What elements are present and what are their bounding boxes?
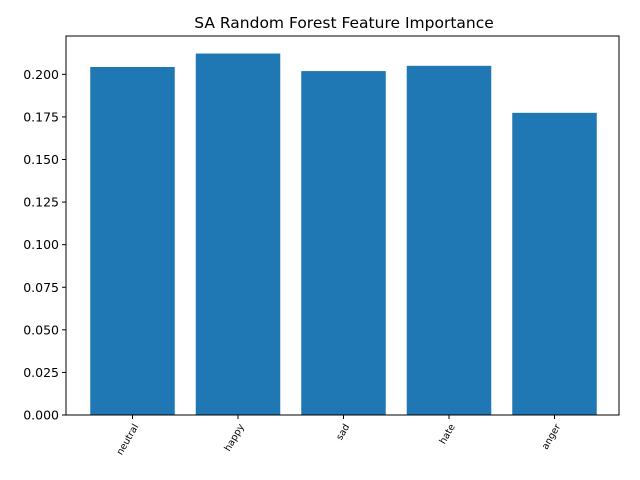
y-axis: 0.000 0.025 0.050 0.075 0.100 0.125 0.150 0.175… <box>23 67 66 423</box>
x-axis: neutral happy sad hate anger <box>115 415 563 457</box>
y-tick-label: 0.025 <box>23 365 59 380</box>
bar-sad <box>301 71 386 415</box>
x-tick-label-happy: happy <box>222 422 246 453</box>
y-tick-label: 0.050 <box>23 322 59 337</box>
bar-hate <box>406 65 492 415</box>
y-tick-label: 0.200 <box>23 67 59 82</box>
y-tick-label: 0.075 <box>23 280 59 295</box>
x-tick-label-hate: hate <box>438 422 458 446</box>
bar-happy <box>195 53 281 415</box>
x-tick-label-neutral: neutral <box>115 422 142 457</box>
bars-group <box>90 53 597 415</box>
bar-anger <box>512 112 597 415</box>
y-tick-label: 0.175 <box>23 109 59 124</box>
y-tick-label: 0.150 <box>23 152 59 167</box>
x-tick-label-anger: anger <box>540 422 563 452</box>
plot-frame <box>65 35 620 416</box>
y-tick-label: 0.100 <box>23 237 59 252</box>
y-tick-label: 0.000 <box>23 408 59 423</box>
bar-neutral <box>90 67 175 415</box>
x-tick-label-sad: sad <box>334 422 352 442</box>
chart-title: SA Random Forest Feature Importance <box>194 14 494 32</box>
y-tick-label: 0.125 <box>23 195 59 210</box>
